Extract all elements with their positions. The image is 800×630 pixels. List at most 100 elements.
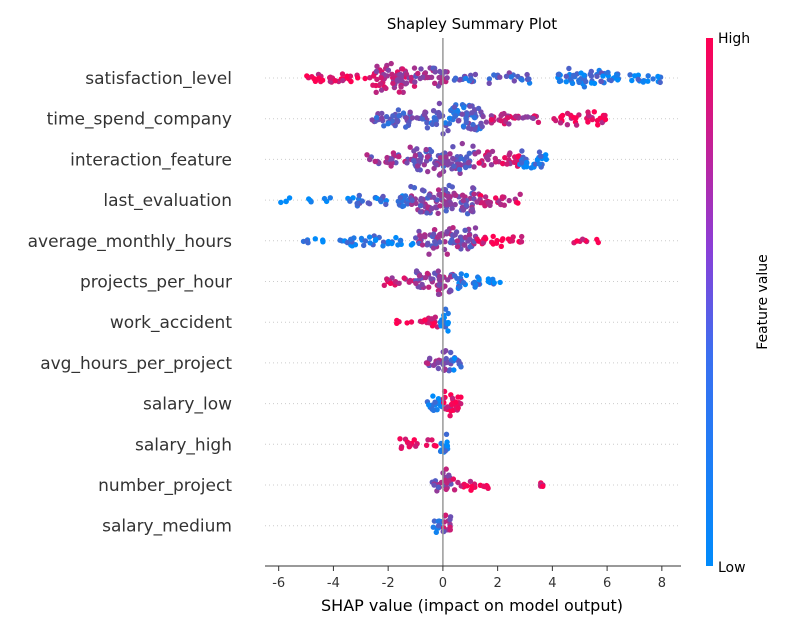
shap-point [482,194,489,200]
shap-point [506,121,512,127]
shap-point [381,123,387,129]
shap-point [372,158,378,165]
shap-point [501,202,507,208]
shap-point [278,199,284,206]
chart-title: Shapley Summary Plot [387,15,557,33]
shap-point [403,124,409,130]
shap-point [535,119,542,126]
feature-label: satisfaction_level [85,69,232,89]
shap-point [513,113,519,120]
shap-point [397,436,403,442]
shap-point [444,404,451,410]
shap-point [425,437,431,443]
feature-label: projects_per_hour [80,273,232,293]
shap-point [416,152,423,158]
shap-point [412,79,418,85]
shap-point [430,231,437,237]
x-tick-label: 8 [658,576,666,591]
shap-point [462,227,468,233]
shap-point [286,195,293,201]
shap-point [413,268,420,274]
shap-point [569,80,576,87]
shap-point [447,527,453,533]
shap-point [433,121,440,128]
shap-point [485,276,492,282]
shap-point [524,71,530,78]
x-tick-label: -4 [327,576,340,591]
shap-point [424,120,430,126]
shap-point [443,486,449,493]
shap-point [498,118,504,124]
shap-point [445,158,451,164]
shap-point [476,277,482,283]
shap-point [536,161,542,167]
shap-point [465,125,472,131]
shap-point [515,153,521,160]
shap-point [502,155,508,161]
shap-point [448,349,454,356]
shap-point [595,122,601,128]
shap-point [437,155,444,161]
shap-point [430,108,437,114]
shap-point [390,80,396,87]
shap-point [460,197,466,204]
shap-point [629,77,635,84]
shap-point [443,208,449,214]
x-tick-label: 4 [548,576,556,591]
shap-point [485,484,491,491]
shap-point [451,163,457,169]
shap-point [454,243,461,250]
shap-point [489,148,496,155]
shap-point [406,279,412,285]
shap-point [583,78,589,85]
shap-point [426,192,432,198]
shap-point [432,69,438,75]
shap-point [576,77,582,84]
shap-point [418,195,424,202]
shap-point [412,152,419,159]
shap-point [468,76,474,82]
shap-point [486,76,493,82]
shap-point [497,74,503,80]
shap-point [385,67,392,73]
feature-label: salary_medium [102,517,232,537]
shap-point [523,159,530,166]
shap-point [538,153,544,160]
shap-point [394,320,400,326]
shap-point [435,83,442,89]
shap-point [473,282,479,288]
shap-point [377,197,384,203]
shap-point [423,442,430,448]
shap-point [563,73,569,80]
shap-point [627,72,633,78]
shap-point [469,206,475,212]
shap-point [455,118,462,124]
shap-point [455,479,461,486]
shap-point [442,512,449,518]
shap-point [424,125,431,131]
shap-point [398,74,405,80]
shap-point [480,113,486,120]
shap-point [388,60,394,67]
shap-point [578,70,584,76]
shap-point [400,110,407,116]
shap-point [422,274,429,281]
shap-point [444,439,450,445]
shap-point [396,153,402,160]
shap-point [397,237,404,244]
shap-point [437,68,443,75]
shap-point [428,276,434,282]
shap-point [447,413,453,419]
shap-point [383,85,389,92]
shap-point [591,80,598,87]
shap-point [441,528,447,535]
shap-point [540,483,546,489]
shap-point [396,113,402,119]
shap-point [398,445,404,451]
shap-point [463,115,469,121]
shap-point [373,114,380,121]
shap-point [417,232,423,239]
shap-point [430,524,436,530]
shap-point [451,367,457,373]
shap-point [385,120,392,126]
